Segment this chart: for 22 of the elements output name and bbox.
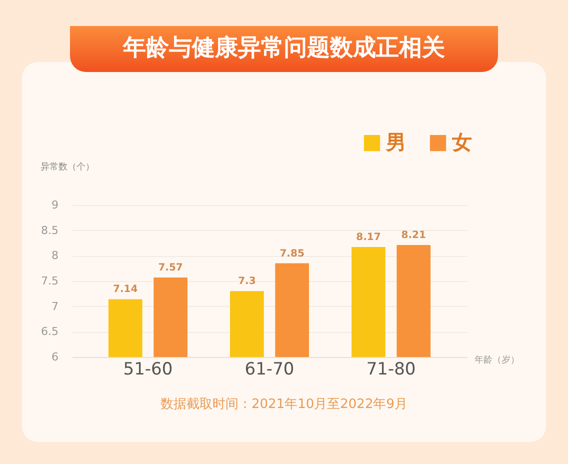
text: 数据截取时间：2021年10月至2022年9月 bbox=[160, 396, 408, 413]
y-tick-label: 9 bbox=[52, 198, 58, 212]
data-label: 7.14 bbox=[113, 284, 138, 296]
x-axis-title: 年龄（岁） bbox=[474, 354, 520, 366]
data-label: 7.3 bbox=[238, 276, 256, 288]
x-tick-label: 61-70 bbox=[244, 360, 294, 380]
data-label: 8.21 bbox=[401, 230, 426, 242]
legend-label: 女 bbox=[451, 130, 472, 154]
y-tick-label: 7 bbox=[52, 300, 58, 313]
legend-label: 男 bbox=[385, 130, 406, 154]
y-tick-label: 6 bbox=[52, 350, 58, 364]
data-label: 8.17 bbox=[356, 232, 381, 244]
data-label: 7.85 bbox=[280, 248, 304, 260]
y-tick-label: 8.5 bbox=[41, 224, 58, 237]
y-tick-label: 7.5 bbox=[41, 274, 58, 288]
y-tick-label: 6.5 bbox=[41, 325, 58, 338]
data-label: 7.57 bbox=[158, 262, 183, 274]
x-tick-label: 71-80 bbox=[366, 360, 416, 380]
y-tick-label: 8 bbox=[52, 249, 58, 262]
y-axis-title: 异常数（个） bbox=[40, 162, 94, 172]
x-tick-label: 51-60 bbox=[123, 360, 173, 380]
chart-title: 年龄与健康异常问题数成正相关 bbox=[70, 26, 498, 72]
